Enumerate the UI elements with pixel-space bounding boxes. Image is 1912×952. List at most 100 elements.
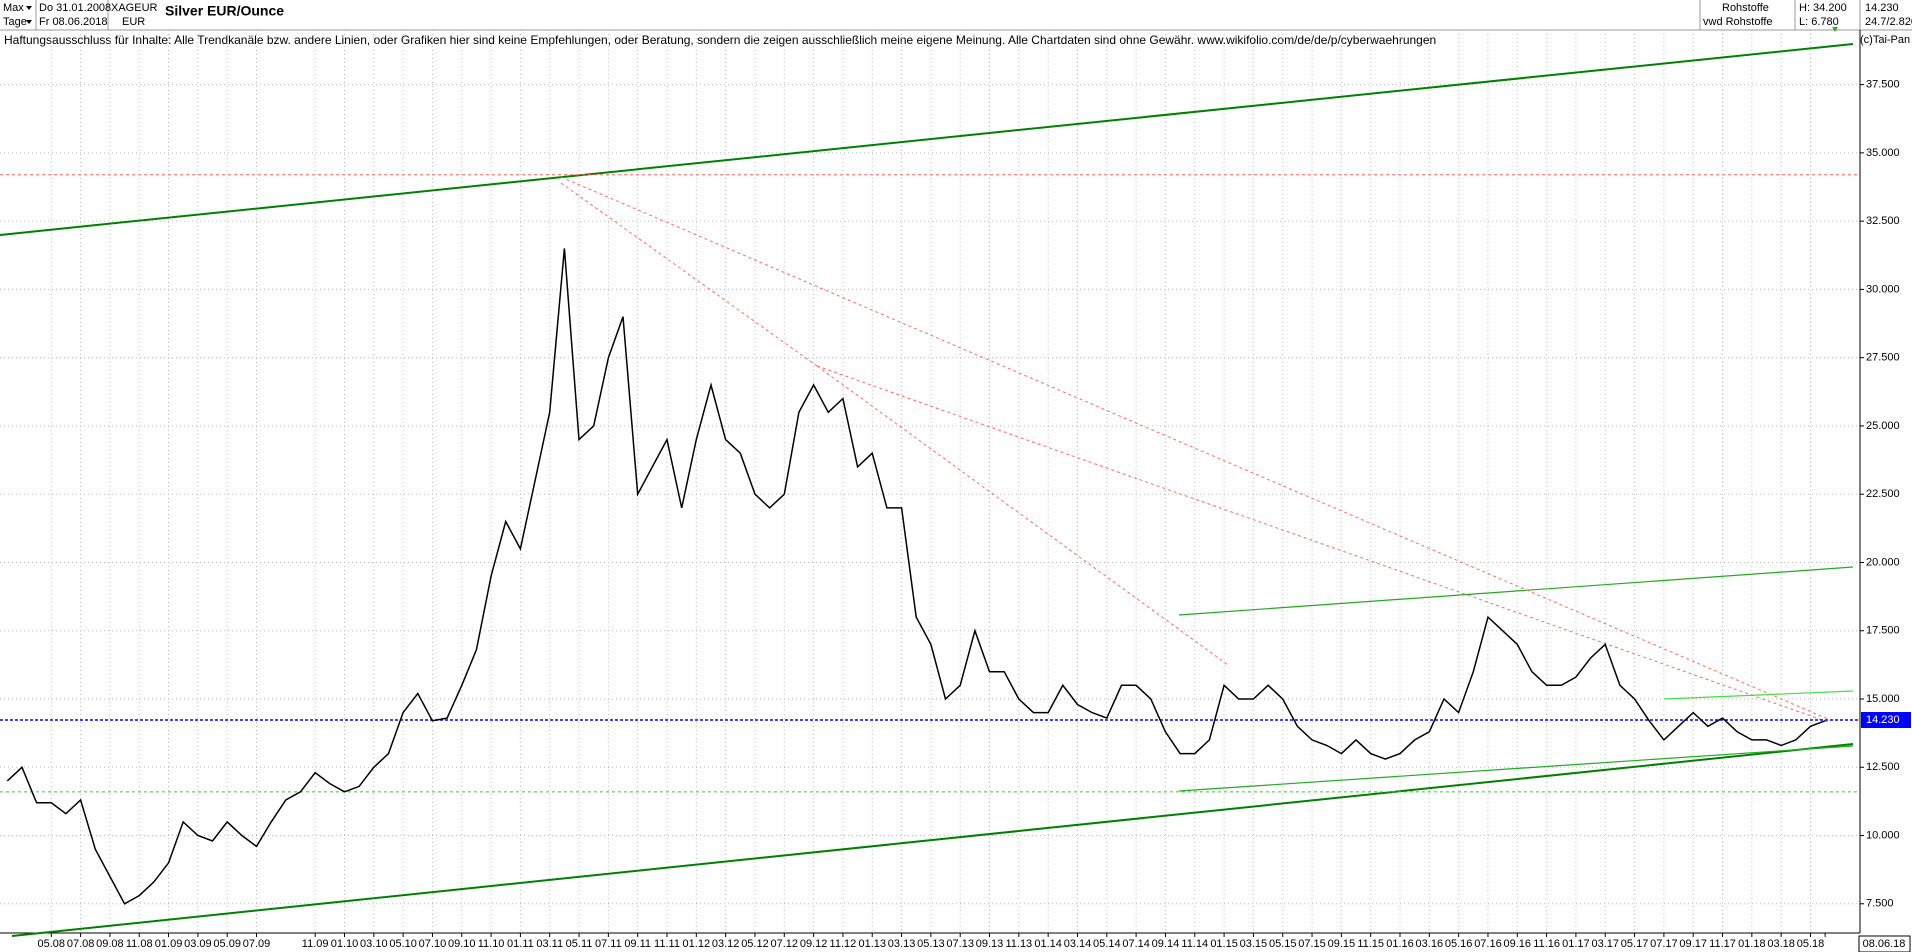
x-tick-label: 07.15 (1298, 938, 1326, 950)
low: L: 6.780 (1799, 16, 1839, 28)
x-tick-label: 03.17 (1591, 938, 1619, 950)
dropdown-arrow[interactable] (26, 20, 32, 24)
x-tick-label: 01.16 (1386, 938, 1414, 950)
date-label-box (1858, 935, 1911, 952)
y-tick-label: 10.000 (1866, 829, 1900, 841)
x-tick-label: 01.13 (858, 938, 886, 950)
x-tick-label: 07.10 (419, 938, 447, 950)
y-tick-label: 22.500 (1866, 488, 1900, 500)
x-tick-label: 01.11 (507, 938, 534, 950)
x-tick-label: 09.10 (448, 938, 476, 950)
x-tick-label: 09.15 (1328, 938, 1356, 950)
x-tick-label: 03.10 (360, 938, 388, 950)
x-tick-label: 09.14 (1152, 938, 1180, 950)
copyright: (c)Tai-Pan (1860, 34, 1910, 46)
x-tick-label: 05.13 (917, 938, 945, 950)
x-tick-label: 09.16 (1504, 938, 1532, 950)
x-tick-label: 03.14 (1064, 938, 1092, 950)
high: H: 34.200 (1799, 2, 1847, 14)
price-line (6, 248, 1826, 905)
x-tick-label: 01.12 (683, 938, 711, 950)
x-tick-label: 01.09 (155, 938, 183, 950)
x-tick-label: 03.12 (712, 938, 740, 950)
x-tick-label: 07.17 (1650, 938, 1678, 950)
x-tick-label: 07.16 (1474, 938, 1502, 950)
x-tick-label: 11.17 (1709, 938, 1736, 950)
y-tick-label: 15.000 (1866, 693, 1900, 705)
x-tick-label: 05.14 (1093, 938, 1121, 950)
y-tick-label: 32.500 (1866, 215, 1900, 227)
x-tick-label: 01.14 (1034, 938, 1062, 950)
x-tick-label: 05.10 (389, 938, 417, 950)
x-tick-label: 03.18 (1767, 938, 1795, 950)
x-tick-label: 05.08 (38, 938, 66, 950)
group: Rohstoffe (1722, 2, 1769, 14)
x-tick-label: 11.16 (1533, 938, 1560, 950)
marks: 14.230 08.06.18 (0, 174, 1911, 952)
x-tick-label: 05.11 (566, 938, 593, 950)
x-tick-label: 11.09 (302, 938, 329, 950)
x-tick-label: 11.08 (126, 938, 153, 950)
change: 24.7/2.820 (1865, 16, 1912, 28)
x-tick-label: 09.08 (96, 938, 124, 950)
x-tick-label: 05.18 (1797, 938, 1825, 950)
x-tick-label: 07.12 (771, 938, 799, 950)
trend-line (0, 43, 1854, 236)
x-tick-label: 09.12 (800, 938, 828, 950)
x-tick-label: 11.10 (478, 938, 505, 950)
trend-line (816, 365, 1229, 666)
symbol: XAGEUR (111, 2, 158, 14)
date-label: 08.06.18 (1863, 938, 1906, 950)
trend-lines (0, 43, 1854, 937)
trend-line (1663, 690, 1854, 700)
x-tick-label: 11.13 (1005, 938, 1032, 950)
grid: 7.500 10.000 12.500 15.000 17.500 20.000 22.50… (0, 30, 1900, 950)
last-price-box (1861, 712, 1911, 729)
y-tick-label: 35.000 (1866, 147, 1900, 159)
date-to: Fr 08.06.2018 (39, 16, 108, 28)
interval-select[interactable]: Tage (3, 16, 27, 28)
x-tick-label: 11.14 (1181, 938, 1208, 950)
x-tick-label: 01.18 (1738, 938, 1766, 950)
x-tick-label: 01.15 (1210, 938, 1238, 950)
period-select[interactable]: Max (3, 2, 24, 14)
source: vwd Rohstoffe (1703, 16, 1773, 28)
trend-line (1178, 745, 1854, 792)
y-tick-label: 37.500 (1866, 79, 1900, 91)
trend-line (560, 182, 818, 367)
x-tick-label: 11.12 (830, 938, 857, 950)
x-tick-label: 01.17 (1562, 938, 1590, 950)
disclaimer: Haftungsausschluss für Inhalte: Alle Tre… (4, 33, 1436, 47)
x-tick-label: 03.15 (1240, 938, 1268, 950)
x-tick-label: 11.15 (1357, 938, 1384, 950)
y-tick-label: 25.000 (1866, 420, 1900, 432)
x-tick-label: 09.17 (1679, 938, 1707, 950)
chart-title: Silver EUR/Ounce (165, 3, 284, 19)
y-tick-label: 27.500 (1866, 352, 1900, 364)
y-tick-label: 30.000 (1866, 283, 1900, 295)
x-tick-label: 05.15 (1269, 938, 1297, 950)
trend-line (816, 365, 1829, 723)
x-tick-label: 11.11 (654, 938, 680, 950)
y-tick-label: 20.000 (1866, 556, 1900, 568)
dropdown-arrow[interactable] (26, 6, 32, 10)
x-tick-label: 03.16 (1416, 938, 1444, 950)
y-tick-label: 12.500 (1866, 761, 1900, 773)
last: 14.230 (1865, 2, 1899, 14)
x-tick-label: 05.12 (741, 938, 769, 950)
x-tick-label: 01.10 (331, 938, 359, 950)
currency: EUR (122, 16, 145, 28)
y-tick-label: 17.500 (1866, 625, 1900, 637)
marker (1832, 27, 1838, 32)
trend-line (11, 743, 1854, 937)
last-price-label: 14.230 (1866, 714, 1900, 726)
x-tick-label: 09.13 (976, 938, 1004, 950)
trend-line (1178, 566, 1854, 616)
y-tick-label: 7.500 (1866, 898, 1894, 910)
x-tick-label: 07.08 (67, 938, 95, 950)
date-from: Do 31.01.2008 (39, 2, 111, 14)
x-tick-label: 07.09 (243, 938, 271, 950)
